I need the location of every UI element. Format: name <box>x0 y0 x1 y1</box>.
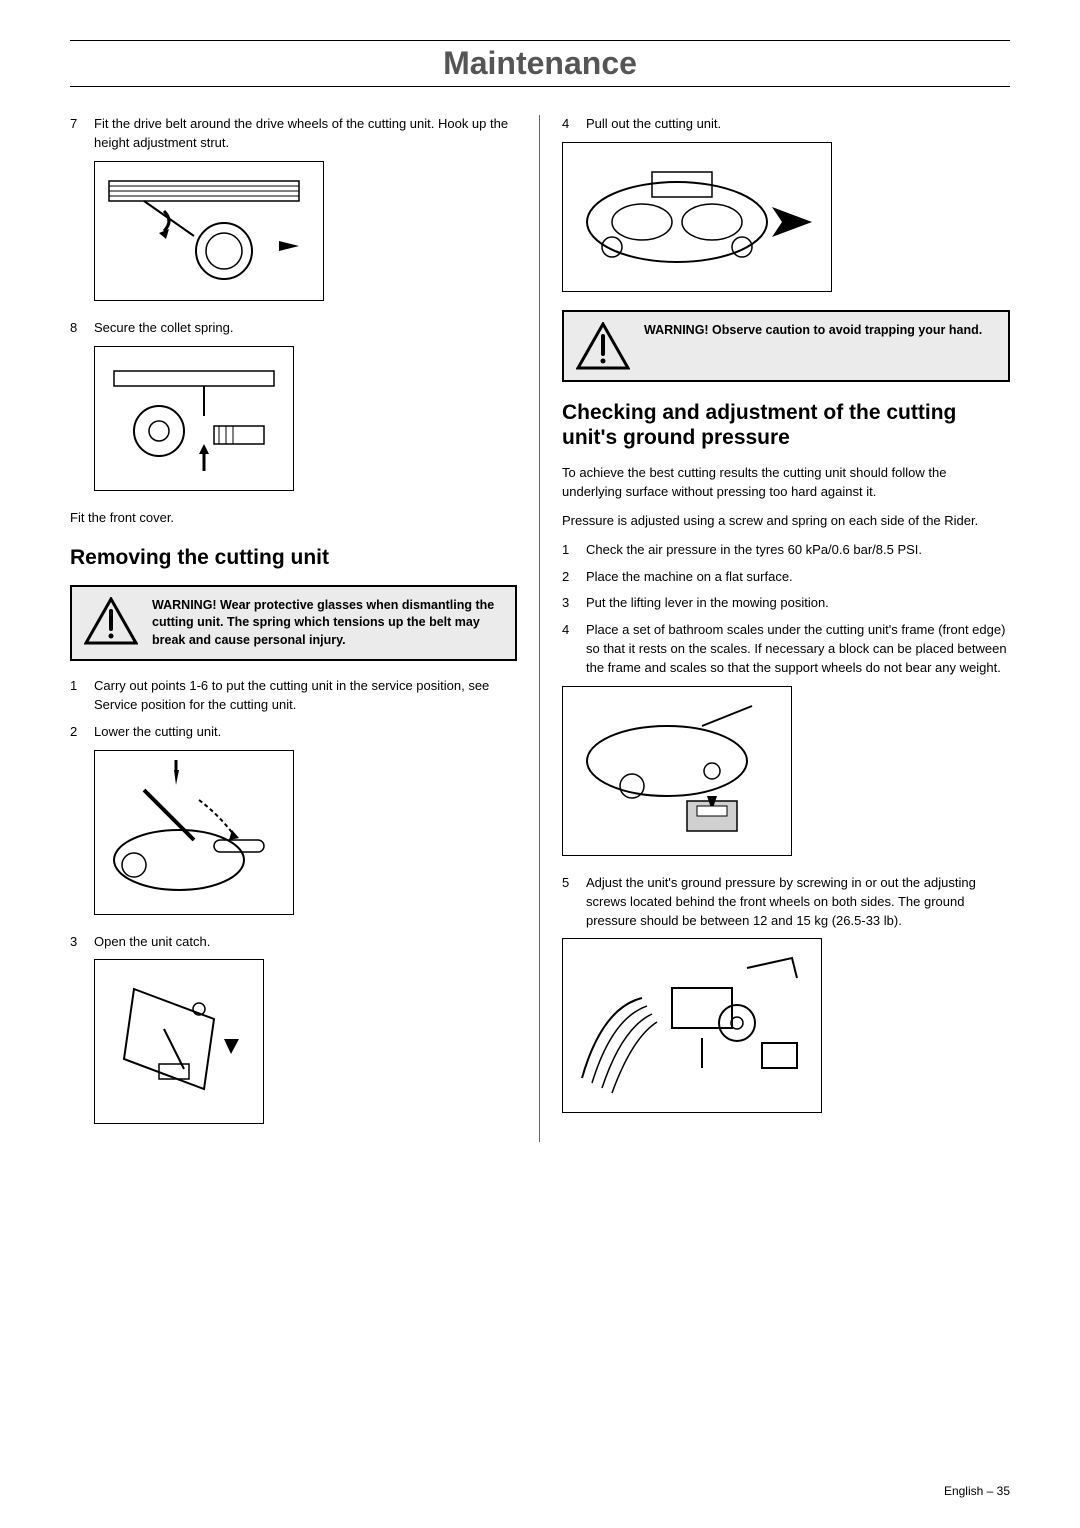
left-column: 7 Fit the drive belt around the drive wh… <box>70 115 540 1142</box>
step-number: 2 <box>70 723 94 742</box>
illustration-unit-catch <box>94 959 264 1124</box>
step-number: 4 <box>562 115 586 134</box>
rule-under-title <box>70 86 1010 87</box>
step-number: 3 <box>70 933 94 952</box>
warning-text: WARNING! Observe caution to avoid trappi… <box>644 322 982 340</box>
fit-cover-text: Fit the front cover. <box>70 509 517 528</box>
step-text: Place the machine on a flat surface. <box>586 568 1010 587</box>
step-number: 7 <box>70 115 94 153</box>
warning-triangle-icon <box>576 322 630 370</box>
illustration-adjusting-screws <box>562 938 822 1113</box>
step-number: 1 <box>70 677 94 715</box>
step-7: 7 Fit the drive belt around the drive wh… <box>70 115 517 153</box>
check-step-1: 1 Check the air pressure in the tyres 60… <box>562 541 1010 560</box>
illustration-collet-spring <box>94 346 294 491</box>
warning-text: WARNING! Wear protective glasses when di… <box>152 597 503 650</box>
step-text: Check the air pressure in the tyres 60 k… <box>586 541 1010 560</box>
rule-top <box>70 40 1010 41</box>
footer-lang: English <box>944 1484 983 1498</box>
footer-sep: – <box>983 1484 996 1498</box>
step-text: Lower the cutting unit. <box>94 723 517 742</box>
step-text: Fit the drive belt around the drive whee… <box>94 115 517 153</box>
para-2: Pressure is adjusted using a screw and s… <box>562 512 1010 531</box>
subheading-removing: Removing the cutting unit <box>70 545 517 570</box>
check-step-3: 3 Put the lifting lever in the mowing po… <box>562 594 1010 613</box>
illustration-pull-out <box>562 142 832 292</box>
step-number: 1 <box>562 541 586 560</box>
check-step-2: 2 Place the machine on a flat surface. <box>562 568 1010 587</box>
illustration-drive-belt <box>94 161 324 301</box>
step-text: Secure the collet spring. <box>94 319 517 338</box>
step-text: Place a set of bathroom scales under the… <box>586 621 1010 678</box>
content-columns: 7 Fit the drive belt around the drive wh… <box>70 115 1010 1142</box>
right-column: 4 Pull out the cutting unit. WARNING! Ob… <box>540 115 1010 1142</box>
step-number: 4 <box>562 621 586 678</box>
step-text: Adjust the unit's ground pressure by scr… <box>586 874 1010 931</box>
subheading-checking: Checking and adjustment of the cutting u… <box>562 400 1010 450</box>
step-2: 2 Lower the cutting unit. <box>70 723 517 742</box>
illustration-lower-unit <box>94 750 294 915</box>
step-number: 3 <box>562 594 586 613</box>
check-step-5: 5 Adjust the unit's ground pressure by s… <box>562 874 1010 931</box>
check-step-4: 4 Place a set of bathroom scales under t… <box>562 621 1010 678</box>
warning-box-glasses: WARNING! Wear protective glasses when di… <box>70 585 517 662</box>
page-title: Maintenance <box>70 45 1010 82</box>
illustration-scales <box>562 686 792 856</box>
step-number: 8 <box>70 319 94 338</box>
step-number: 5 <box>562 874 586 931</box>
step-3: 3 Open the unit catch. <box>70 933 517 952</box>
warning-box-hand: WARNING! Observe caution to avoid trappi… <box>562 310 1010 382</box>
para-1: To achieve the best cutting results the … <box>562 464 1010 502</box>
page-footer: English – 35 <box>944 1484 1010 1498</box>
step-text: Put the lifting lever in the mowing posi… <box>586 594 1010 613</box>
step-number: 2 <box>562 568 586 587</box>
footer-page: 35 <box>997 1484 1010 1498</box>
step-8: 8 Secure the collet spring. <box>70 319 517 338</box>
step-1: 1 Carry out points 1-6 to put the cuttin… <box>70 677 517 715</box>
step-text: Carry out points 1-6 to put the cutting … <box>94 677 517 715</box>
step-text: Pull out the cutting unit. <box>586 115 1010 134</box>
warning-triangle-icon <box>84 597 138 645</box>
step-4-pull: 4 Pull out the cutting unit. <box>562 115 1010 134</box>
step-text: Open the unit catch. <box>94 933 517 952</box>
